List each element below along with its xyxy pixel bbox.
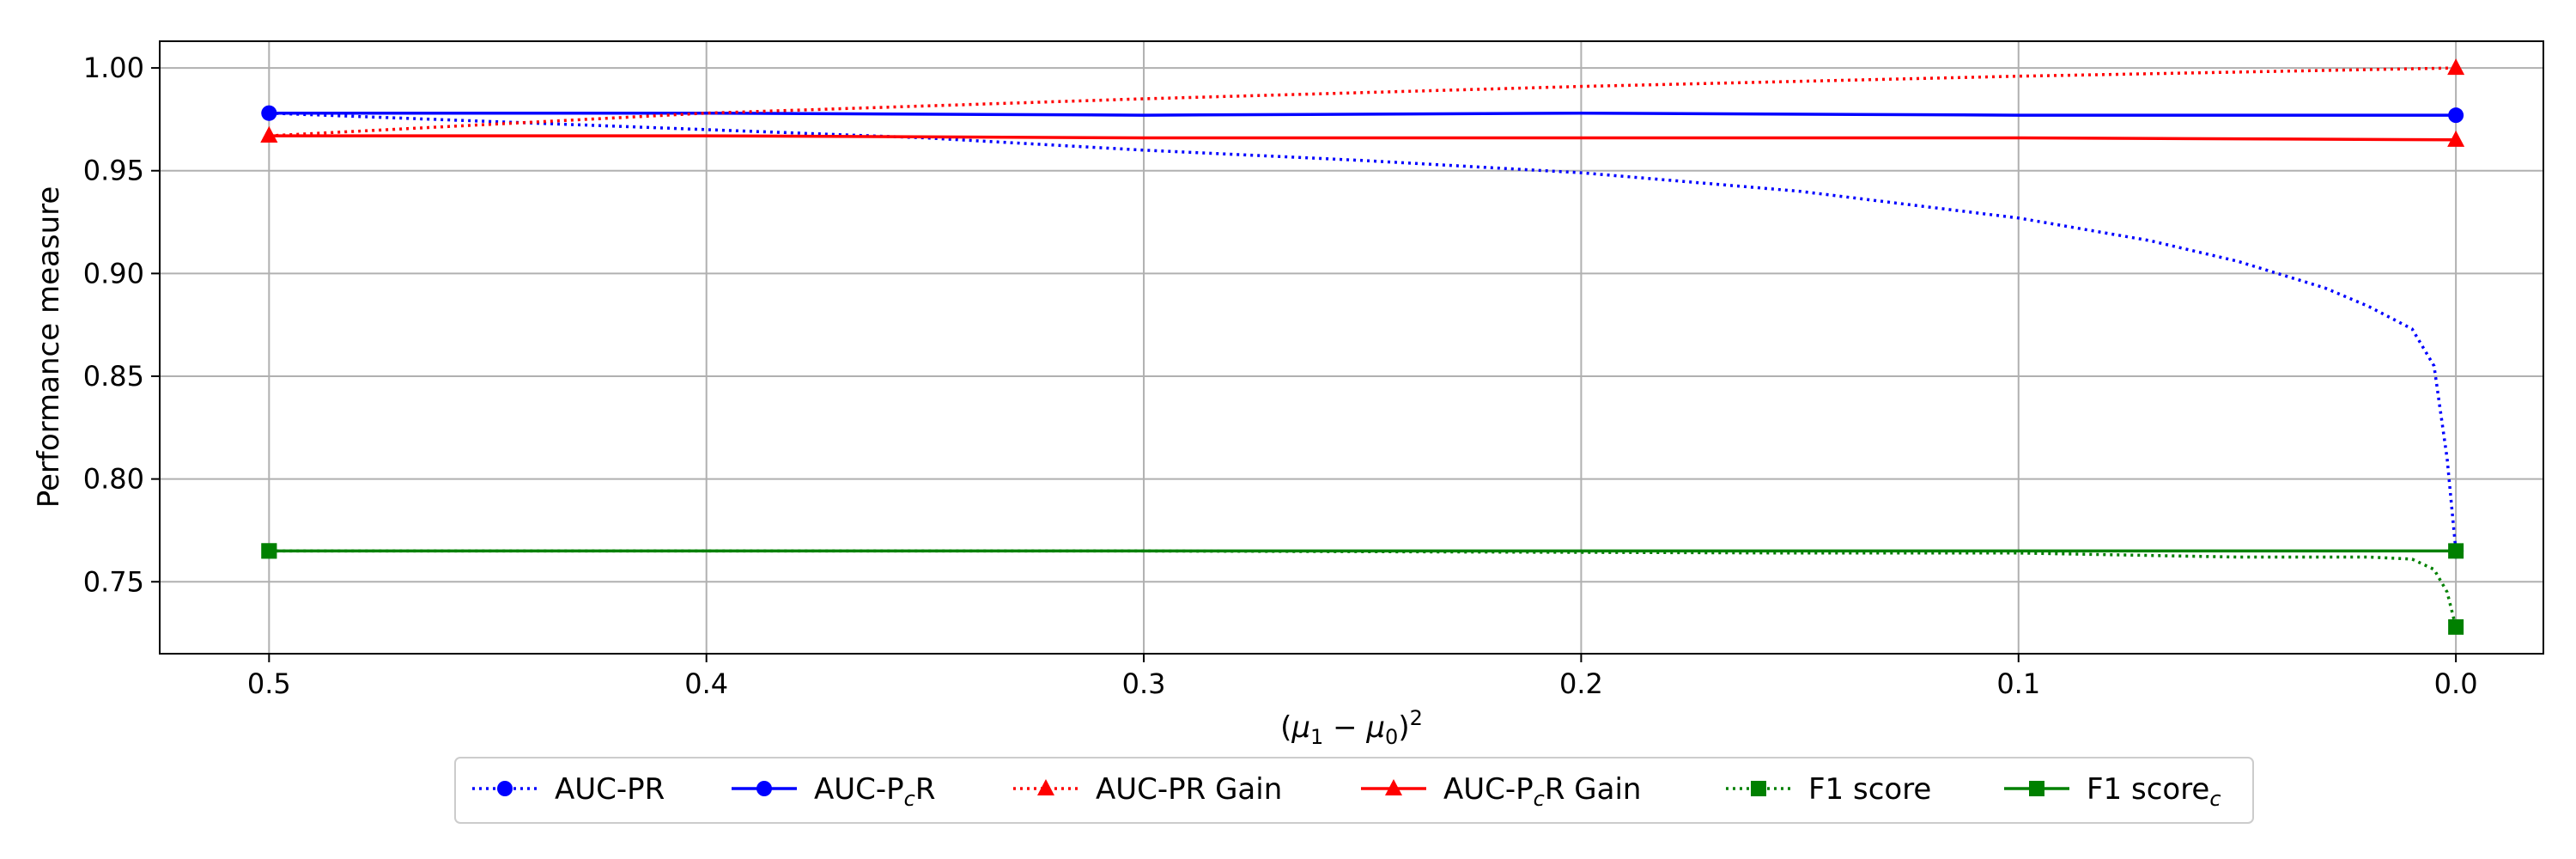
legend-label: AUC-PR xyxy=(555,772,665,807)
legend-item-auc-pcr: AUC-PcR xyxy=(732,772,935,811)
series-auc-pcr xyxy=(261,105,2464,124)
legend-frame xyxy=(454,757,2254,824)
x-tick-label: 0.3 xyxy=(1122,667,1166,700)
legend-marker xyxy=(756,781,772,796)
x-tick-label: 0.1 xyxy=(1996,667,2040,700)
y-tick-label: 0.95 xyxy=(83,155,144,187)
y-tick-label: 0.85 xyxy=(83,360,144,393)
legend-label: AUC-PcR Gain xyxy=(1443,772,1641,811)
grid xyxy=(160,41,2543,654)
legend-marker xyxy=(1037,779,1054,795)
legend: AUC-PR AUC-PcR AUC-PR Gain AUC-PcR Gain F1 s… xyxy=(454,757,2254,824)
legend-label: F1 scorec xyxy=(2087,772,2221,811)
x-tick-label: 0.2 xyxy=(1559,667,1603,700)
series-f1-scorec xyxy=(261,543,2464,559)
series-layer xyxy=(260,58,2465,635)
x-axis-label: (μ1 − μ0)2 xyxy=(1280,706,1423,749)
y-tick-label: 0.75 xyxy=(83,565,144,598)
legend-label: AUC-PR Gain xyxy=(1096,772,1282,807)
legend-marker xyxy=(1751,781,1766,796)
y-axis-label: Performance measure xyxy=(32,186,66,509)
legend-item-f1-scorec: F1 scorec xyxy=(2004,772,2221,811)
y-tick-label: 1.00 xyxy=(83,52,144,84)
legend-marker xyxy=(2029,781,2044,796)
y-tick-label: 0.90 xyxy=(83,257,144,289)
y-tick-label: 0.80 xyxy=(83,463,144,496)
legend-item-auc-pr-gain: AUC-PR Gain xyxy=(1013,772,1282,807)
data-point-marker xyxy=(2448,618,2464,635)
data-point-marker xyxy=(2448,107,2464,124)
x-tick-label: 0.5 xyxy=(247,667,291,700)
legend-item-auc-pcr-gain: AUC-PcR Gain xyxy=(1361,772,1641,811)
data-point-marker xyxy=(2447,130,2465,147)
series-line xyxy=(269,66,2457,137)
data-point-marker xyxy=(261,543,277,559)
x-axis: 0.5 0.4 0.3 0.2 0.1 0.0 xyxy=(247,654,2478,700)
legend-marker xyxy=(497,781,513,796)
legend-label: F1 score xyxy=(1808,772,1931,807)
data-point-marker xyxy=(260,126,278,143)
legend-item-f1-score: F1 score xyxy=(1726,772,1931,807)
data-point-marker xyxy=(261,105,277,121)
data-point-marker xyxy=(2448,543,2464,559)
plot-frame xyxy=(159,40,2544,655)
series-f1-score xyxy=(261,543,2464,635)
x-tick-label: 0.4 xyxy=(684,667,728,700)
series-auc-pr-gain xyxy=(260,58,2465,143)
x-tick-label: 0.0 xyxy=(2434,667,2478,700)
series-line xyxy=(269,134,2457,142)
series-auc-pcr-gain xyxy=(260,126,2465,147)
series-line xyxy=(269,111,2458,551)
y-axis: 0.75 0.80 0.85 0.90 0.95 1.00 xyxy=(83,52,160,598)
data-point-marker xyxy=(2447,58,2465,76)
series-line xyxy=(269,549,2458,628)
series-line xyxy=(269,111,2457,117)
series-auc-pr xyxy=(261,105,2464,559)
legend-marker xyxy=(1385,779,1402,795)
legend-label: AUC-PcR xyxy=(814,772,935,811)
legend-item-auc-pr: AUC-PR xyxy=(472,772,665,807)
